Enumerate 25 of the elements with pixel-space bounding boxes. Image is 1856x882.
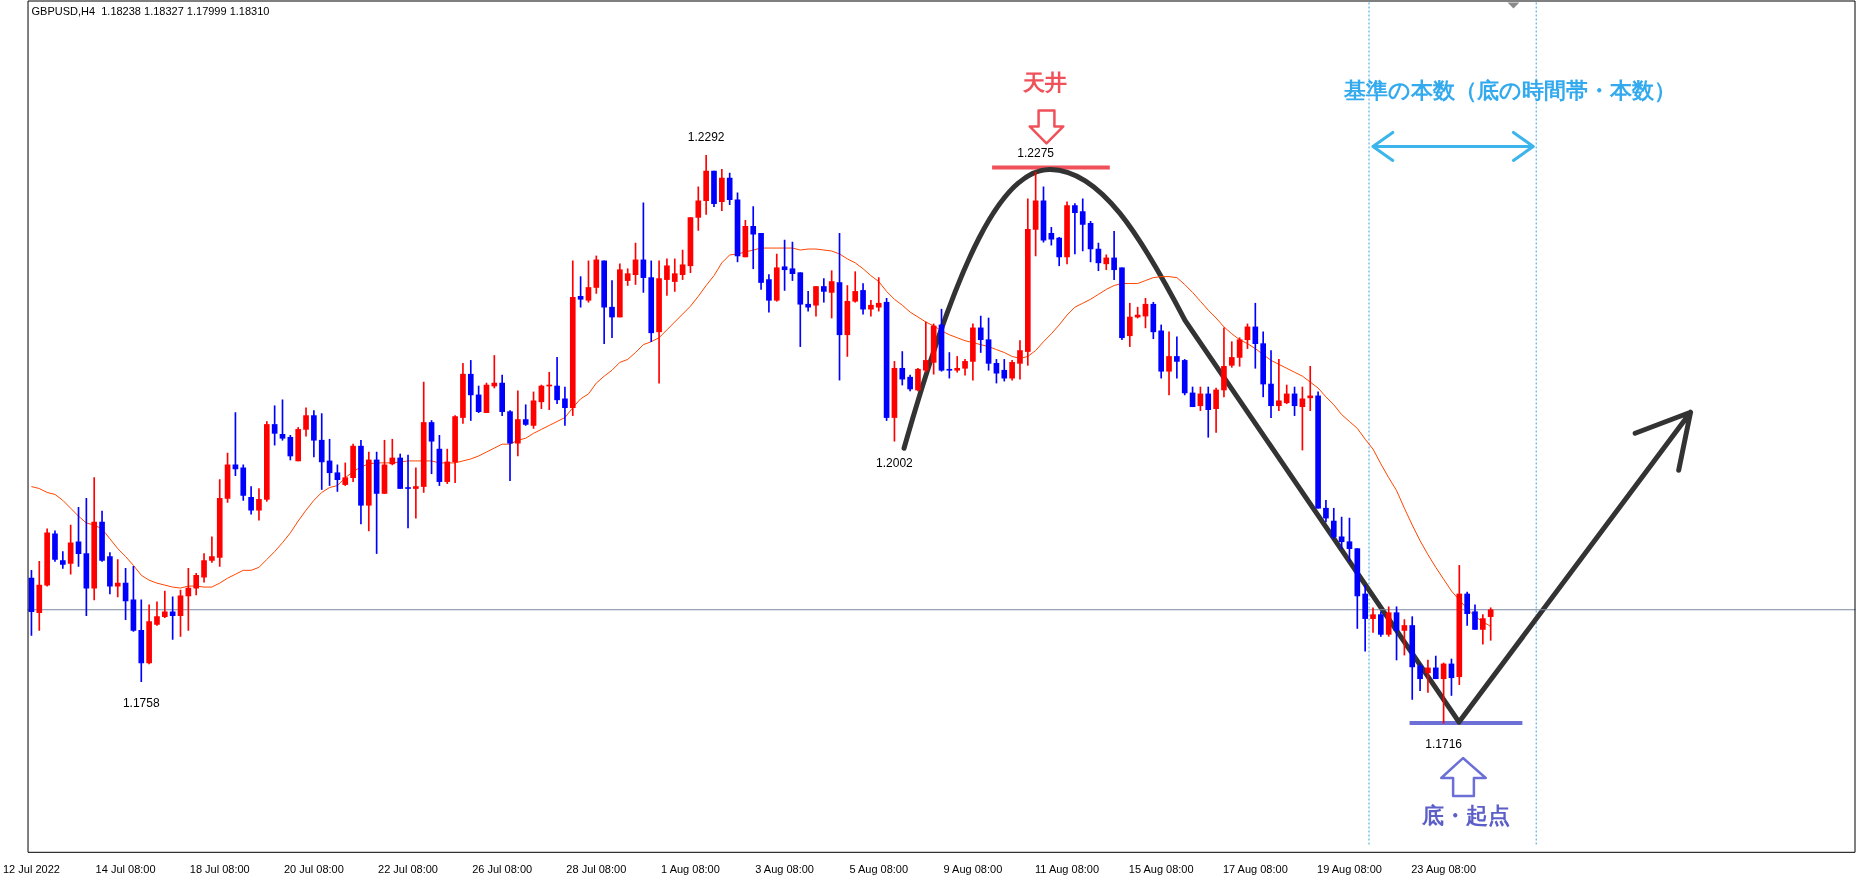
x-tick-label: 17 Aug 08:00 (1222, 863, 1288, 876)
annotation: 1.2002 (876, 455, 914, 470)
annotation: 1.1758 (122, 696, 160, 710)
chart-title: GBPUSD,H4 1.18238 1.18327 1.17999 1.18310 (31, 4, 270, 17)
x-tick-label: 20 Jul 08:00 (283, 863, 344, 876)
x-tick-label: 18 Jul 08:00 (189, 863, 250, 876)
text: 天井 (1021, 69, 1067, 95)
annotation: 1.2275 (1017, 146, 1055, 161)
x-tick-label: 19 Aug 08:00 (1317, 863, 1382, 876)
x-tick-label: 1 Aug 08:00 (661, 863, 720, 876)
text: 基準の本数（底の時間帯・本数） (1342, 77, 1676, 103)
x-tick-label: 28 Jul 08:00 (566, 863, 627, 876)
x-tick-label: 12 Jul 2022 (3, 863, 60, 876)
annotation: 1.2292 (687, 129, 725, 144)
annotation: 1.1716 (1425, 737, 1463, 752)
text: 底・起点 (1420, 803, 1510, 829)
x-tick-label: 22 Jul 08:00 (378, 863, 438, 876)
x-tick-label: 14 Jul 08:00 (95, 863, 156, 876)
x-tick-label: 11 Aug 08:00 (1035, 863, 1100, 876)
x-tick-label: 26 Jul 08:00 (472, 863, 533, 876)
x-tick-label: 15 Aug 08:00 (1128, 863, 1194, 876)
x-tick-label: 9 Aug 08:00 (943, 863, 1003, 876)
x-tick-label: 3 Aug 08:00 (755, 863, 814, 876)
x-tick-label: 5 Aug 08:00 (849, 863, 909, 876)
x-tick-label: 23 Aug 08:00 (1411, 863, 1477, 876)
